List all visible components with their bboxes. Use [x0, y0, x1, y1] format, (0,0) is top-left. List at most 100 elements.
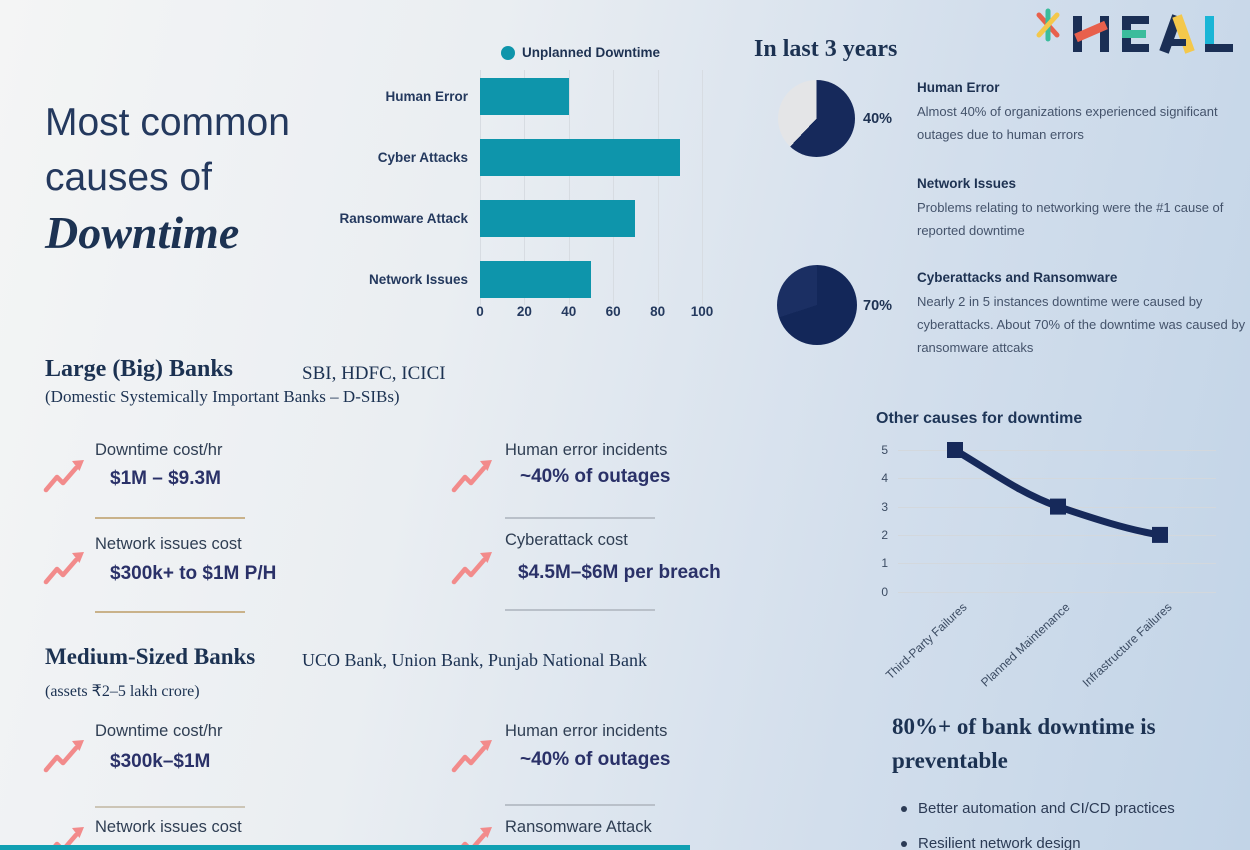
last-3-years-heading: In last 3 years — [754, 36, 898, 62]
trend-up-icon — [42, 458, 88, 496]
unplanned-downtime-bar-chart: 0 20 40 60 80 100 Human Error Cyber Attacks Rans… — [300, 70, 730, 325]
line-chart-ytick-label: 4 — [881, 471, 888, 486]
bar-cyber-attacks — [480, 139, 680, 176]
stat-label: Human error incidents — [505, 722, 668, 740]
stat-label: Network issues cost — [95, 535, 242, 553]
item-body: Problems relating to networking were the… — [917, 200, 1224, 238]
bar-grid-line — [568, 70, 570, 305]
last3y-item-human-error: Human Error Almost 40% of organizations … — [917, 80, 1250, 146]
line-chart-gridline — [898, 563, 1216, 565]
page-title: Most common causes of Downtime — [45, 95, 290, 260]
stat-label: Cyberattack cost — [505, 531, 628, 549]
item-title: Cyberattacks and Ransomware — [917, 270, 1118, 285]
stat-value: $300k–$1M — [110, 751, 211, 772]
bar-chart-legend: Unplanned Downtime — [522, 45, 660, 60]
stat-label: Human error incidents — [505, 441, 668, 459]
preventable-line-1: 80%+ of bank downtime is — [892, 714, 1156, 739]
line-chart-marker — [947, 442, 963, 458]
stat-value: ~40% of outages — [520, 466, 671, 487]
medium-banks-subheading: (assets ₹2–5 lakh crore) — [45, 683, 200, 700]
trend-up-arrow-graphic — [451, 552, 492, 585]
divider — [95, 611, 245, 613]
stat-value: $1M – $9.3M — [110, 468, 221, 489]
stat-value: $4.5M–$6M per breach — [518, 562, 721, 583]
divider — [95, 517, 245, 519]
line-chart-gridline — [898, 534, 1216, 536]
bar-category-label: Cyber Attacks — [377, 150, 468, 165]
bottom-accent-strip — [0, 845, 690, 850]
human-error-pie-chart — [778, 80, 855, 157]
ransomware-pie-chart — [777, 265, 857, 345]
stat-value: ~40% of outages — [520, 749, 671, 770]
divider — [505, 804, 655, 806]
line-chart-gridline — [898, 450, 1216, 451]
bar-grid-line — [480, 70, 481, 305]
line-chart-ytick-label: 0 — [881, 584, 888, 599]
medium-banks-names: UCO Bank, Union Bank, Punjab National Ba… — [302, 650, 647, 670]
line-chart-gridline — [898, 478, 1216, 480]
bar-category-label: Network Issues — [368, 272, 468, 287]
bar-grid-line — [524, 70, 526, 305]
line-chart-marker — [1152, 526, 1168, 543]
item-body: Nearly 2 in 5 instances downtime were ca… — [917, 294, 1246, 355]
bullet-item: Better automation and CI/CD practices — [918, 800, 1175, 817]
trend-up-arrow-graphic — [43, 740, 84, 773]
trend-up-icon — [42, 738, 88, 776]
line-chart-ytick-label: 1 — [881, 556, 888, 571]
stat-label: Network issues cost — [95, 818, 242, 836]
item-title: Network Issues — [917, 176, 1017, 191]
last3y-item-network-issues: Network Issues Problems relating to netw… — [917, 176, 1250, 242]
title-line-1: Most common — [45, 101, 290, 144]
stat-label: Downtime cost/hr — [95, 441, 223, 459]
stat-value: $300k+ to $1M P/H — [110, 563, 277, 584]
trend-up-icon — [450, 458, 496, 496]
item-title: Human Error — [917, 80, 1000, 95]
preventable-heading: 80%+ of bank downtime is preventable — [892, 710, 1156, 778]
line-chart-xtick-label: Third-Party Failures — [882, 600, 970, 683]
trend-up-icon — [450, 550, 496, 588]
heal-logo-graphic — [1036, 8, 1233, 54]
trend-up-icon — [450, 738, 496, 776]
divider — [95, 806, 245, 808]
line-chart-xtick-label: Planned Maintenance — [978, 600, 1073, 690]
trend-up-arrow-graphic — [451, 460, 492, 493]
bullet-icon — [901, 841, 907, 847]
title-line-2: causes of — [45, 156, 212, 199]
bar-network-issues — [480, 261, 591, 298]
heal-logo — [1028, 8, 1243, 62]
line-chart-ytick-label: 3 — [881, 499, 888, 514]
divider — [505, 517, 655, 519]
line-chart-ytick-label: 2 — [881, 527, 888, 542]
line-chart-plot — [947, 442, 1168, 543]
trend-up-arrow-graphic — [451, 740, 492, 773]
legend-dot-icon — [501, 46, 515, 60]
large-banks-names: SBI, HDFC, ICICI — [302, 363, 446, 384]
divider — [505, 609, 655, 611]
bar-axis-tick-label: 40 — [561, 304, 577, 319]
trend-up-arrow-graphic — [43, 460, 84, 493]
preventable-line-2: preventable — [892, 748, 1008, 773]
bar-category-label: Human Error — [385, 89, 468, 104]
bar-category-label: Ransomware Attack — [339, 211, 468, 226]
line-chart-title: Other causes for downtime — [876, 410, 1083, 427]
bullet-icon — [901, 806, 907, 812]
last3y-item-cyberattacks: Cyberattacks and Ransomware Nearly 2 in … — [917, 270, 1250, 359]
bar-grid-line — [702, 70, 703, 305]
line-chart-marker — [1050, 498, 1066, 515]
medium-banks-heading: Medium-Sized Banks — [45, 644, 256, 669]
bar-axis-tick-label: 0 — [476, 304, 484, 319]
bar-axis-tick-label: 20 — [516, 304, 532, 319]
bar-axis-tick-label: 100 — [690, 304, 714, 319]
line-chart-gridline — [898, 591, 1216, 593]
bar-ransomware-attack — [480, 200, 636, 237]
pie2-percentage-label: 70% — [863, 298, 893, 314]
trend-up-arrow-graphic — [43, 552, 84, 585]
bar-human-error — [480, 78, 569, 115]
bullet-item: Resilient network design — [918, 835, 1081, 850]
title-line-3: Downtime — [45, 207, 240, 258]
pie1-percentage-label: 40% — [863, 111, 893, 127]
large-banks-subheading: (Domestic Systemically Important Banks –… — [45, 387, 400, 406]
stat-label: Downtime cost/hr — [95, 722, 223, 740]
stat-label: Ransomware Attack — [505, 818, 652, 836]
bar-grid-line — [613, 70, 615, 305]
